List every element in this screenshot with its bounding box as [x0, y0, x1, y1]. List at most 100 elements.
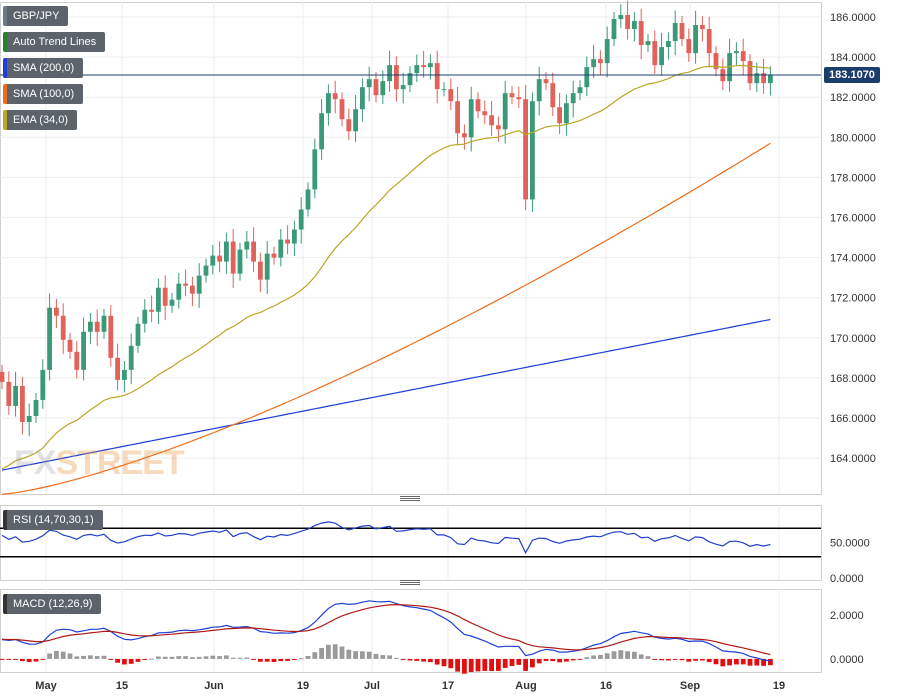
- candle: [441, 89, 447, 91]
- candle: [659, 47, 664, 66]
- candle: [734, 51, 739, 54]
- macd-histogram-bar: [679, 658, 685, 661]
- candle: [475, 99, 481, 112]
- macd-histogram-bar: [611, 651, 617, 659]
- candle: [686, 39, 692, 54]
- macd-histogram-bar: [190, 657, 195, 659]
- macd-histogram-bar: [230, 657, 236, 659]
- macd-histogram-bar: [183, 656, 188, 659]
- macd-histogram-bar: [666, 658, 671, 661]
- candle: [672, 23, 678, 42]
- macd-histogram-bar: [659, 658, 664, 661]
- candle: [462, 133, 467, 138]
- macd-histogram-bar: [645, 656, 651, 659]
- rsi-panel-resize-handle[interactable]: [400, 580, 420, 586]
- legend-item[interactable]: EMA (34,0): [3, 110, 78, 130]
- macd-histogram-bar: [156, 656, 161, 659]
- candle: [468, 99, 474, 138]
- candle: [332, 93, 338, 100]
- macd-panel-frame: [0, 589, 822, 673]
- legend-item[interactable]: GBP/JPY: [3, 6, 69, 26]
- legend-item[interactable]: Auto Trend Lines: [3, 32, 106, 52]
- macd-histogram-bar: [40, 658, 46, 660]
- rsi-legend[interactable]: RSI (14,70,30,1): [3, 510, 103, 530]
- candle: [298, 209, 304, 230]
- macd-histogram-bar: [618, 650, 624, 659]
- x-tick-label: Jun: [204, 680, 224, 692]
- macd-histogram-bar: [414, 658, 420, 661]
- macd-panel[interactable]: [0, 600, 773, 674]
- macd-histogram-bar: [67, 653, 73, 659]
- macd-histogram-bar: [570, 658, 576, 661]
- macd-histogram-bar: [217, 656, 222, 659]
- fxstreet-watermark: FXSTREET: [14, 444, 185, 482]
- candle: [54, 307, 59, 316]
- macd-legend[interactable]: MACD (12,26,9): [3, 594, 102, 614]
- macd-histogram-bar: [468, 658, 474, 672]
- candle: [428, 63, 433, 68]
- sma-200-line: [1, 318, 771, 471]
- macd-histogram-bar: [407, 658, 413, 661]
- candle: [747, 61, 753, 84]
- candle: [326, 93, 331, 114]
- candle: [13, 385, 18, 406]
- price-panel[interactable]: [0, 0, 821, 495]
- macd-histogram-bar: [285, 658, 290, 661]
- macd-histogram-bar: [115, 658, 120, 663]
- axis-layer: May 15 Jun 19 Jul 17 Aug 16 Sep 19 164.0000 166.000…: [35, 12, 876, 692]
- candle: [366, 79, 372, 88]
- candle: [224, 241, 229, 262]
- macd-tick-label: 0.0000: [830, 654, 864, 666]
- legend-item[interactable]: SMA (200,0): [3, 58, 84, 78]
- legend-item[interactable]: SMA (100,0): [3, 84, 84, 104]
- macd-histogram-bar: [482, 658, 488, 671]
- candle: [530, 101, 535, 200]
- macd-histogram-bar: [108, 658, 114, 660]
- candle: [448, 89, 454, 102]
- macd-histogram-bar: [26, 658, 32, 663]
- macd-histogram-bar: [747, 658, 753, 666]
- rsi-panel[interactable]: [0, 521, 821, 558]
- rsi-line: [1, 521, 771, 555]
- macd-histogram-bar: [672, 658, 678, 660]
- candle: [0, 371, 5, 382]
- candle: [380, 81, 386, 96]
- candle: [149, 309, 154, 312]
- candle: [400, 85, 406, 90]
- macd-histogram-bar: [346, 649, 352, 659]
- macd-histogram-bar: [47, 653, 52, 659]
- y-tick-label: 164.0000: [830, 453, 876, 465]
- rsi-panel-frame: [0, 505, 822, 581]
- candle: [584, 67, 590, 88]
- macd-histogram-bar: [740, 658, 746, 665]
- candle: [162, 287, 168, 306]
- candle: [482, 111, 488, 116]
- macd-histogram-bar: [292, 658, 297, 660]
- price-panel-frame: [0, 2, 822, 495]
- candle: [210, 255, 216, 266]
- price-panel-resize-handle[interactable]: [400, 496, 420, 502]
- macd-histogram-bar: [264, 658, 270, 662]
- candle: [387, 65, 392, 82]
- macd-histogram-bar: [652, 658, 658, 660]
- candle: [564, 103, 569, 124]
- candle: [666, 41, 671, 48]
- macd-histogram-bar: [339, 646, 345, 659]
- macd-histogram-bar: [768, 658, 773, 666]
- candle: [176, 283, 182, 300]
- macd-histogram-bar: [400, 658, 406, 660]
- macd-histogram-bar: [516, 658, 522, 665]
- y-tick-label: 166.0000: [830, 413, 876, 425]
- macd-histogram-bar: [74, 656, 80, 659]
- y-tick-label: 178.0000: [830, 172, 876, 184]
- y-tick-label: 184.0000: [830, 52, 876, 64]
- candle: [108, 315, 114, 358]
- y-tick-label: 176.0000: [830, 213, 876, 225]
- candle: [33, 399, 39, 416]
- macd-histogram-bar: [523, 658, 528, 671]
- candle: [101, 315, 107, 332]
- macd-histogram-bar: [387, 655, 392, 659]
- macd-histogram-bar: [244, 657, 250, 659]
- macd-histogram-bar: [434, 658, 440, 665]
- candle: [353, 109, 358, 132]
